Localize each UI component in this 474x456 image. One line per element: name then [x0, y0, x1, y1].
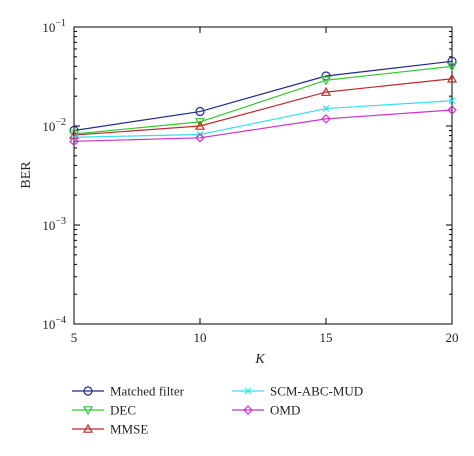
data-point [446, 73, 458, 83]
legend-label: OMD [270, 403, 300, 418]
legend-item: DEC [72, 403, 136, 418]
series-line [73, 100, 453, 138]
legend-item: SCM-ABC-MUD [232, 384, 363, 399]
data-point [448, 97, 456, 105]
y-tick-label: 10−1 [42, 18, 66, 35]
x-tick-label: 20 [446, 330, 459, 345]
legend-label: MMSE [110, 422, 148, 437]
data-point [69, 136, 79, 147]
x-tick-label: 15 [320, 330, 333, 345]
series-dec [68, 62, 458, 140]
y-tick-labels: 10−4 10−3 10−2 10−1 [42, 18, 66, 332]
data-point [447, 56, 457, 66]
data-point [446, 62, 458, 72]
y-tick-label: 10−4 [42, 315, 66, 332]
legend-item: MMSE [72, 422, 148, 437]
x-axis-title: K [254, 352, 265, 367]
data-point [320, 76, 332, 86]
data-point [447, 105, 457, 115]
x-tick-label: 5 [71, 330, 78, 345]
series-line [73, 78, 453, 136]
legend-label: SCM-ABC-MUD [270, 384, 363, 399]
legend: Matched filter DEC MMSE SCM-ABC-MUD OMD [72, 384, 363, 437]
series-omd [69, 105, 457, 147]
data-point [321, 114, 331, 124]
data-point [194, 120, 206, 130]
legend-marker [82, 423, 94, 433]
axes-frame [73, 26, 453, 325]
series-line [73, 109, 453, 142]
y-tick-label: 10−2 [42, 117, 66, 134]
data-point [195, 106, 205, 117]
x-tick-label: 10 [194, 330, 207, 345]
data-point [195, 132, 205, 143]
y-tick-label: 10−3 [42, 216, 66, 233]
data-point [320, 86, 332, 96]
legend-item: OMD [232, 403, 300, 418]
x-tick-labels: 5 10 15 20 [71, 330, 459, 345]
data-point [322, 105, 330, 112]
data-point [194, 118, 206, 128]
series-line [73, 60, 453, 132]
legend-label: DEC [110, 403, 136, 418]
legend-marker [244, 387, 252, 395]
legend-item: Matched filter [72, 384, 185, 399]
legend-marker [83, 386, 93, 396]
plot-area [68, 26, 458, 325]
series-matched-filter [69, 56, 457, 136]
series-scm-abc-mud [70, 97, 456, 141]
legend-label: Matched filter [110, 384, 185, 399]
legend-marker [243, 405, 253, 415]
y-axis-title: BER [19, 161, 34, 189]
series-line [73, 65, 453, 135]
legend-marker [82, 406, 94, 416]
